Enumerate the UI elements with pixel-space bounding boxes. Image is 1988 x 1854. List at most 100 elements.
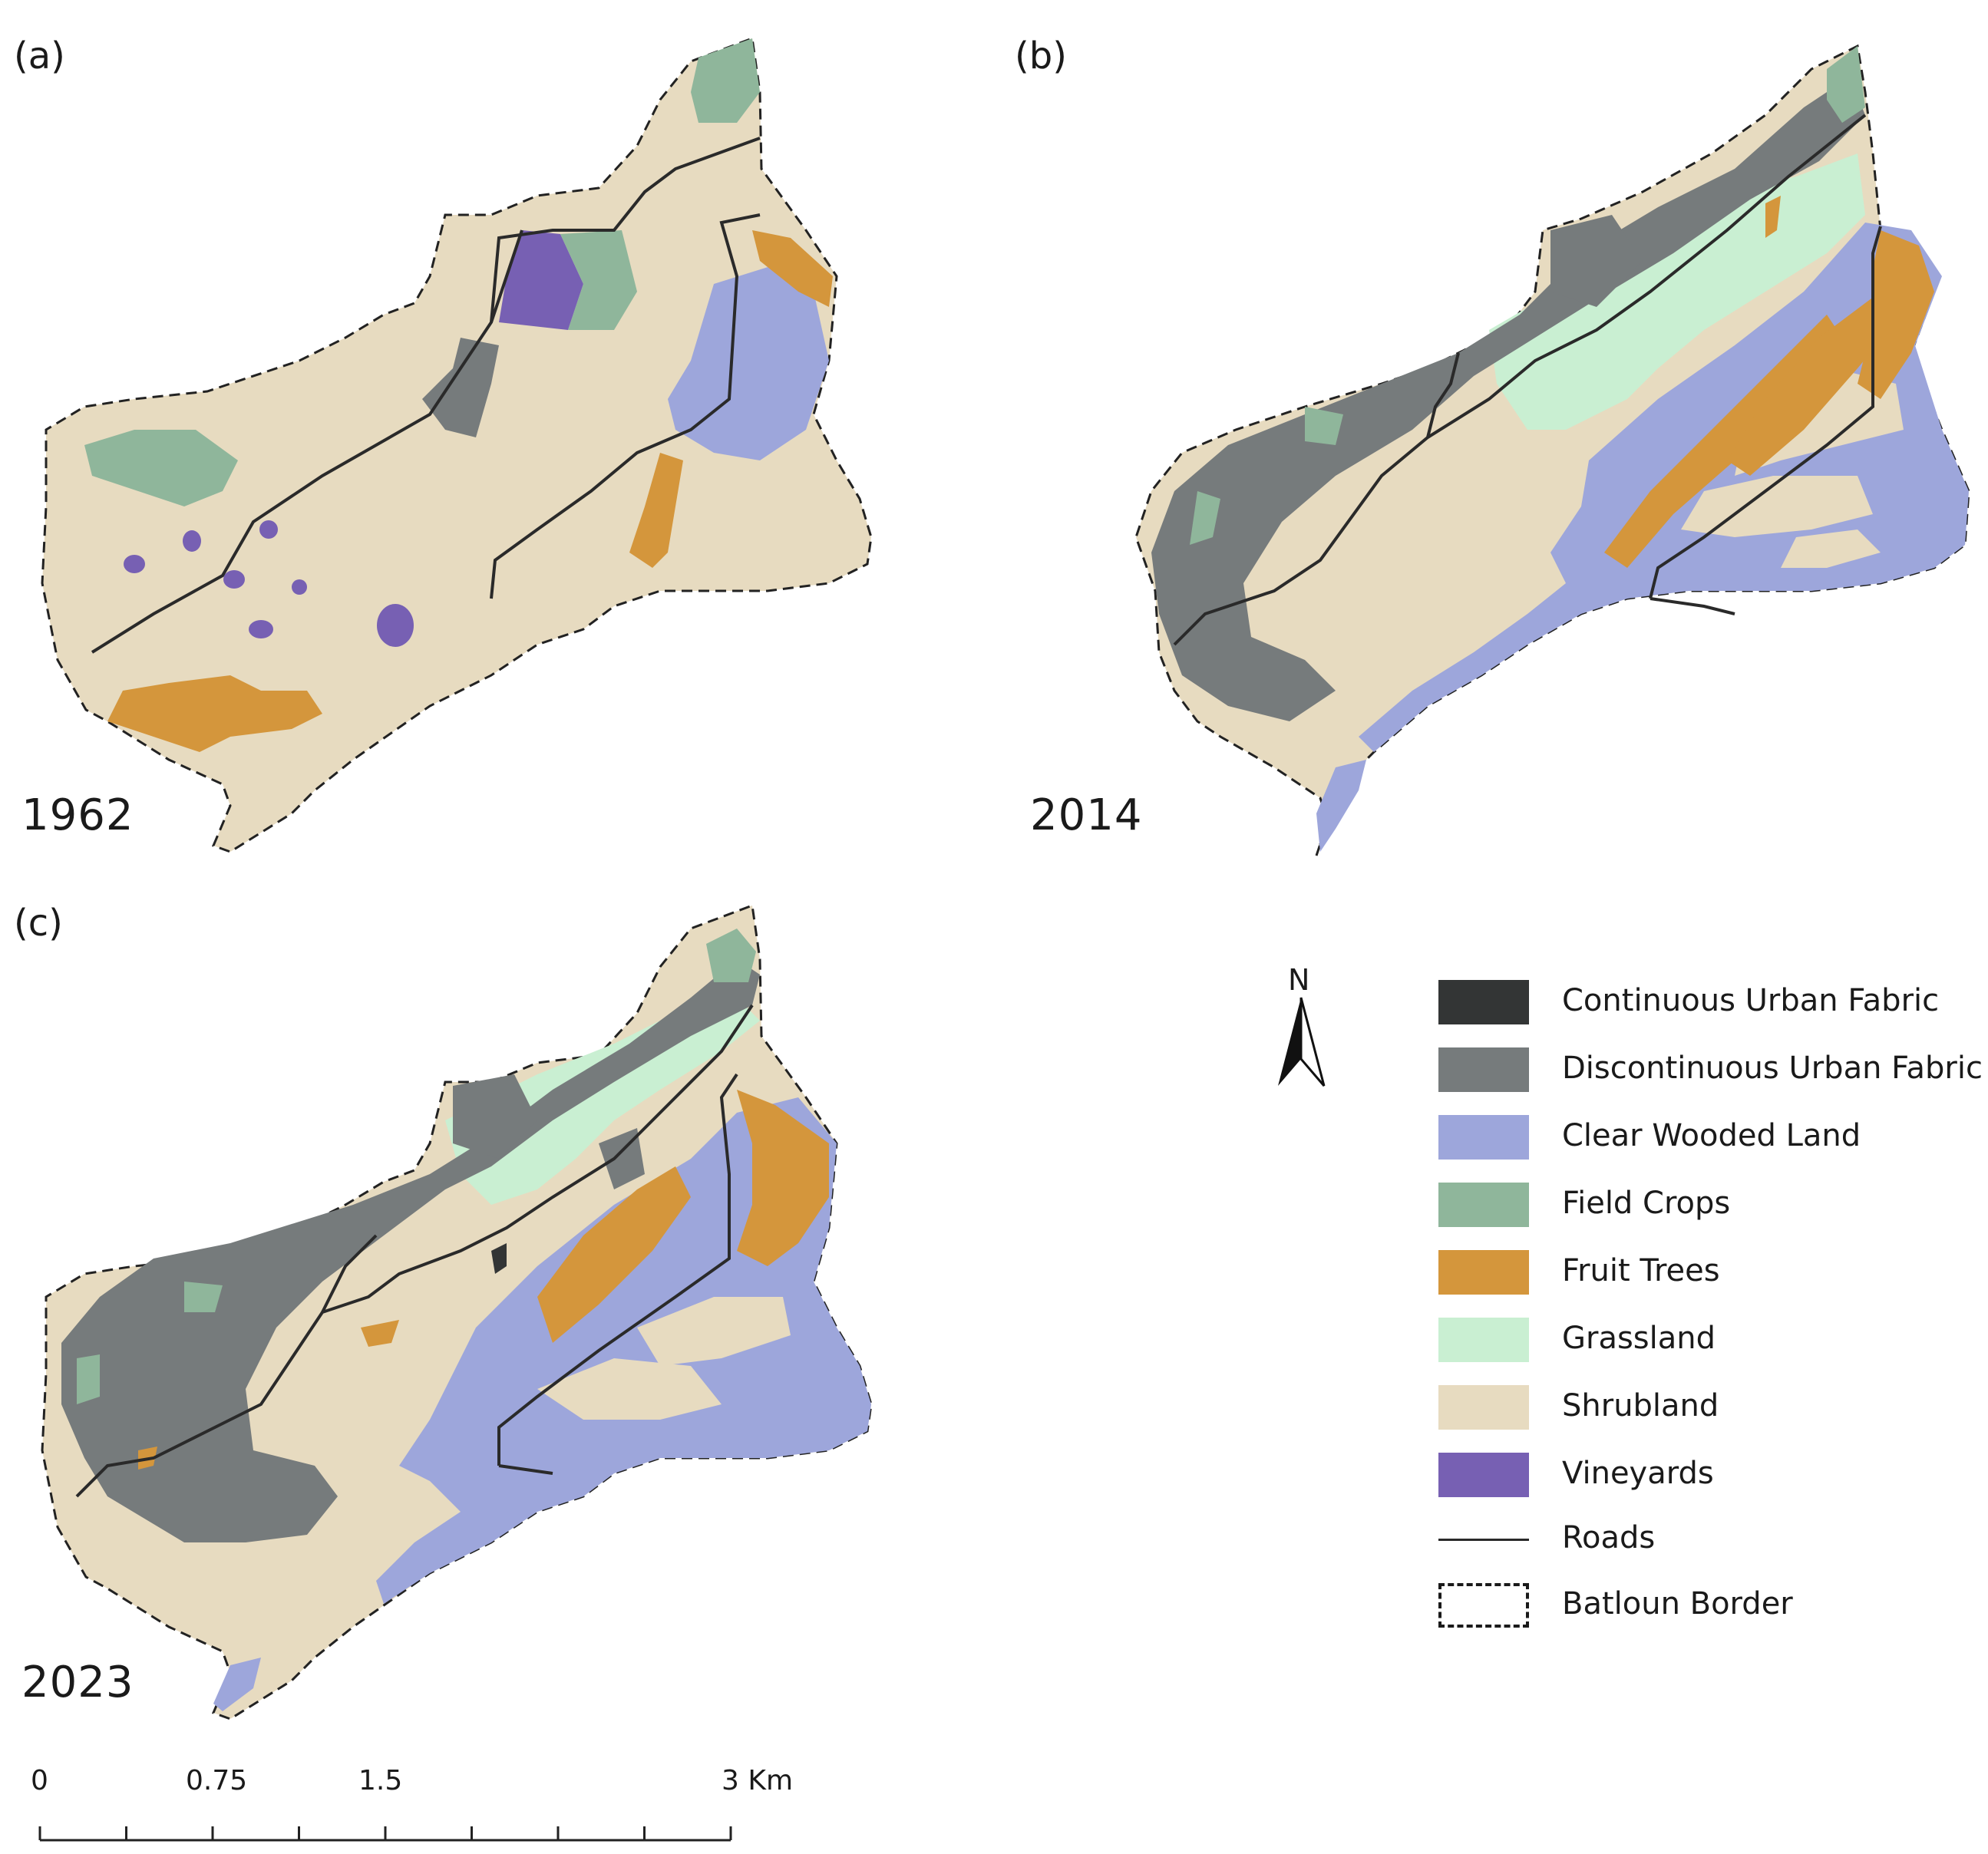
panel-year: 1962 bbox=[21, 790, 134, 840]
clear-wooded-area bbox=[213, 1658, 261, 1711]
road bbox=[321, 1234, 378, 1313]
vineyard-area bbox=[499, 230, 583, 330]
legend-item: Clear Wooded Land bbox=[1435, 1113, 1973, 1163]
legend-label: Grassland bbox=[1562, 1321, 1716, 1356]
legend-item: Field Crops bbox=[1435, 1181, 1973, 1230]
scale-label: 0.75 bbox=[186, 1765, 248, 1796]
shrubland-area bbox=[537, 1358, 722, 1420]
clear-wooded-area bbox=[1316, 760, 1366, 852]
fruit-trees-area bbox=[107, 675, 322, 752]
legend-item: Roads bbox=[1435, 1516, 1973, 1565]
road bbox=[490, 213, 761, 599]
discontinuous-urban-area bbox=[599, 1128, 645, 1189]
legend-label: Vineyards bbox=[1562, 1456, 1714, 1491]
legend-swatch bbox=[1438, 1115, 1529, 1160]
field-crops-area bbox=[77, 1354, 100, 1404]
scale-label: 0 bbox=[31, 1765, 48, 1796]
shrubland-area bbox=[637, 1297, 791, 1366]
legend-swatch bbox=[1438, 1385, 1529, 1430]
legend-item: Shrubland bbox=[1435, 1384, 1973, 1433]
road bbox=[490, 229, 523, 323]
fruit-trees-area bbox=[537, 1166, 691, 1343]
discontinuous-urban-area bbox=[422, 338, 499, 437]
field-crops-area bbox=[560, 230, 637, 330]
legend-item: Batloun Border bbox=[1435, 1582, 1973, 1631]
field-crops-area bbox=[184, 1282, 223, 1312]
vineyard-area bbox=[292, 579, 307, 595]
legend-swatch bbox=[1438, 1318, 1529, 1362]
panel-year: 2014 bbox=[1030, 790, 1143, 840]
field-crops-area bbox=[84, 430, 238, 506]
vineyard-area bbox=[223, 570, 245, 589]
continuous-urban-area bbox=[491, 1243, 507, 1274]
land-use-map-2023 bbox=[41, 903, 873, 1720]
land-use-map-2014 bbox=[1134, 44, 1970, 856]
clear-wooded-area bbox=[668, 265, 829, 460]
legend-item: Fruit Trees bbox=[1435, 1249, 1973, 1298]
legend-label: Field Crops bbox=[1562, 1186, 1731, 1221]
discontinuous-urban-area bbox=[1550, 215, 1643, 307]
road bbox=[75, 1004, 754, 1498]
legend-label: Shrubland bbox=[1562, 1388, 1719, 1423]
scale-bar: 0 0.75 1.5 3 Km bbox=[23, 1765, 794, 1849]
north-label: N bbox=[1288, 963, 1310, 997]
fruit-trees-area bbox=[1858, 230, 1934, 399]
road bbox=[1650, 597, 1735, 615]
fruit-trees-area bbox=[1604, 315, 1842, 568]
legend-item: Continuous Urban Fabric bbox=[1435, 978, 1973, 1028]
legend-item: Grassland bbox=[1435, 1316, 1973, 1365]
field-crops-area bbox=[1190, 491, 1220, 545]
legend-swatch bbox=[1438, 1183, 1529, 1227]
map-panel-2023: (c) 2023 bbox=[0, 867, 906, 1734]
field-crops-area bbox=[1305, 407, 1343, 445]
legend-swatch bbox=[1438, 1539, 1529, 1541]
field-crops-area bbox=[706, 929, 756, 982]
discontinuous-urban-area bbox=[1151, 77, 1865, 721]
legend-label: Discontinuous Urban Fabric bbox=[1562, 1051, 1983, 1086]
legend-swatch bbox=[1438, 1583, 1529, 1628]
legend-item: Discontinuous Urban Fabric bbox=[1435, 1046, 1983, 1095]
shrubland-area bbox=[1781, 529, 1881, 568]
fruit-trees-area bbox=[1727, 292, 1896, 476]
road bbox=[1426, 352, 1460, 438]
road bbox=[1649, 226, 1882, 599]
vineyard-area bbox=[249, 620, 273, 638]
legend-swatch bbox=[1438, 1047, 1529, 1092]
scale-label: 3 Km bbox=[722, 1765, 794, 1796]
road bbox=[497, 1073, 738, 1466]
map-panel-2014: (b) 2014 bbox=[998, 0, 1988, 867]
fruit-trees-area bbox=[629, 453, 683, 568]
vineyard-area bbox=[183, 530, 201, 552]
panel-letter: (b) bbox=[1015, 35, 1067, 78]
legend-label: Continuous Urban Fabric bbox=[1562, 983, 1940, 1018]
panel-letter: (c) bbox=[14, 902, 63, 945]
scale-bar-graphic bbox=[38, 1826, 732, 1842]
road bbox=[498, 1464, 553, 1475]
map-panel-1962: (a) 1962 bbox=[0, 0, 906, 867]
batloun-border bbox=[41, 36, 873, 853]
fruit-trees-area bbox=[361, 1320, 399, 1347]
legend-swatch bbox=[1438, 1250, 1529, 1295]
vineyard-area bbox=[124, 555, 145, 573]
north-arrow-icon bbox=[1278, 997, 1326, 1087]
legend-item: Vineyards bbox=[1435, 1451, 1973, 1500]
land-use-map-1962 bbox=[41, 36, 873, 853]
legend-swatch bbox=[1438, 1453, 1529, 1497]
vineyard-area bbox=[377, 604, 414, 647]
legend-label: Batloun Border bbox=[1562, 1586, 1793, 1621]
shrubland-area bbox=[1681, 476, 1873, 537]
legend-label: Fruit Trees bbox=[1562, 1253, 1720, 1288]
legend-label: Roads bbox=[1562, 1520, 1656, 1555]
fruit-trees-area bbox=[752, 230, 833, 307]
fruit-trees-area bbox=[737, 1090, 829, 1266]
field-crops-area bbox=[1827, 46, 1865, 123]
legend-swatch bbox=[1438, 980, 1529, 1024]
scale-label: 1.5 bbox=[358, 1765, 403, 1796]
panel-year: 2023 bbox=[21, 1658, 134, 1707]
grassland-area bbox=[445, 998, 760, 1205]
road bbox=[1173, 114, 1867, 646]
vineyard-area bbox=[259, 520, 278, 539]
discontinuous-urban-area bbox=[453, 1074, 537, 1159]
field-crops-area bbox=[691, 38, 760, 123]
discontinuous-urban-area bbox=[61, 959, 760, 1542]
